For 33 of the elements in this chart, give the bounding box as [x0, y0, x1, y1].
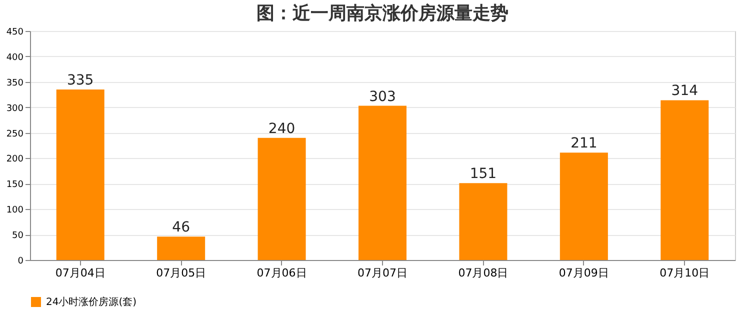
x-tick-label: 07月07日: [358, 266, 408, 280]
x-tick-label: 07月06日: [256, 266, 307, 280]
x-tick-label: 07月04日: [55, 266, 106, 280]
y-tick-label: 250: [6, 129, 24, 140]
x-tick-label: 07月10日: [660, 266, 710, 280]
y-tick-label: 150: [6, 180, 24, 190]
data-label: 314: [671, 83, 698, 100]
y-tick-label: 100: [6, 206, 24, 216]
y-tick-label: 200: [6, 154, 24, 165]
y-tick-label: 50: [12, 231, 24, 242]
bar: [660, 100, 709, 260]
bar: [157, 236, 206, 260]
bar: [459, 183, 508, 260]
data-label: 46: [172, 220, 190, 236]
x-tick-label: 07月05日: [156, 266, 206, 280]
data-label: 303: [369, 88, 396, 105]
y-tick-label: 450: [6, 28, 24, 38]
y-tick-label: 400: [6, 52, 24, 63]
bar: [56, 90, 104, 260]
bar: [560, 152, 608, 260]
y-tick-label: 0: [18, 256, 24, 266]
x-tick-label: 07月08日: [458, 266, 508, 280]
data-label: 240: [268, 120, 296, 137]
x-tick-label: 07月09日: [558, 266, 609, 280]
y-tick-label: 300: [6, 104, 24, 114]
legend-label: 24小时涨价房源(套): [46, 296, 137, 308]
data-label: 211: [570, 136, 598, 152]
bar: [358, 106, 406, 260]
y-tick-label: 350: [6, 78, 24, 88]
data-label: 335: [66, 72, 94, 89]
bar: [258, 138, 306, 260]
chart-title: 图：近一周南京涨价房源量走势: [256, 3, 508, 24]
data-label: 151: [470, 166, 497, 182]
